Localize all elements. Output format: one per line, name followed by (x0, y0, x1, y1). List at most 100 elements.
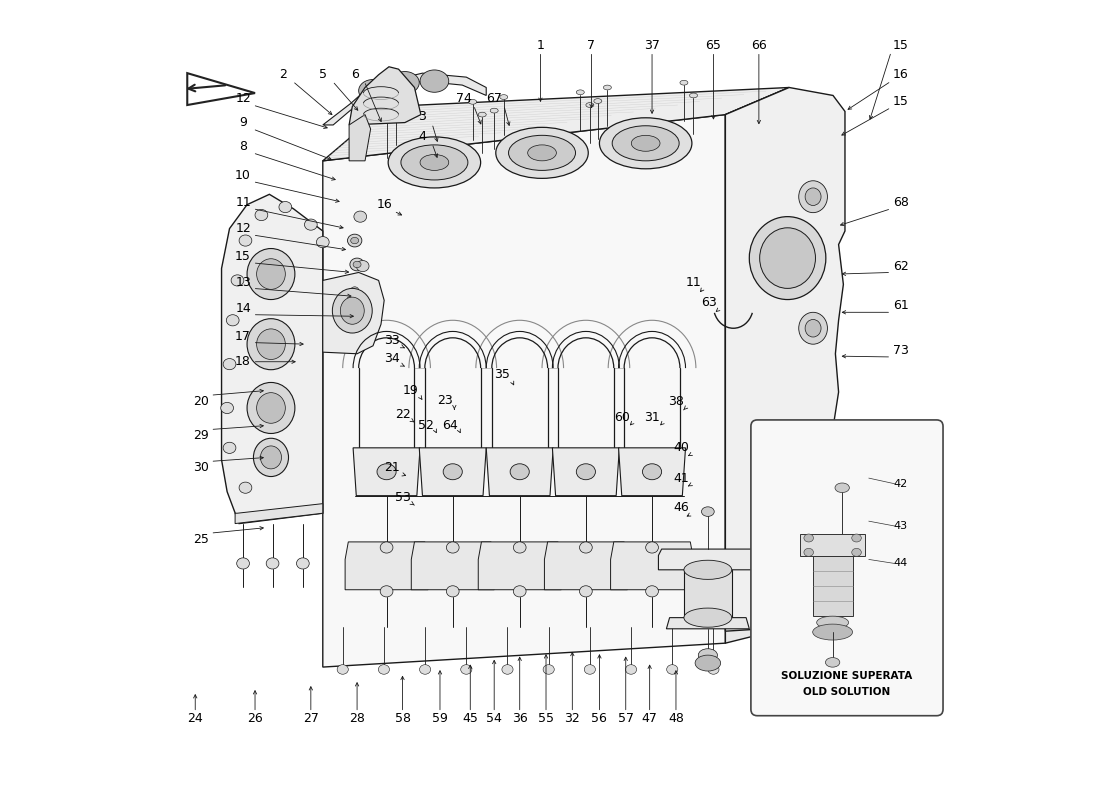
Text: 12: 12 (235, 222, 251, 235)
Ellipse shape (631, 135, 660, 151)
Ellipse shape (514, 542, 526, 553)
Text: 72: 72 (857, 419, 872, 432)
Polygon shape (322, 73, 486, 125)
Ellipse shape (332, 288, 372, 333)
Text: 48: 48 (668, 712, 684, 726)
Ellipse shape (381, 542, 393, 553)
Ellipse shape (350, 258, 364, 271)
Ellipse shape (502, 665, 513, 674)
Text: 54: 54 (486, 712, 502, 726)
Ellipse shape (491, 108, 498, 113)
Text: 64: 64 (442, 419, 459, 432)
Ellipse shape (248, 318, 295, 370)
Text: 36: 36 (512, 712, 528, 726)
Ellipse shape (799, 181, 827, 213)
Ellipse shape (266, 558, 279, 569)
Text: 34: 34 (384, 352, 400, 365)
Ellipse shape (223, 442, 235, 454)
Text: 68: 68 (893, 196, 909, 209)
Text: 29: 29 (192, 430, 209, 442)
Polygon shape (419, 448, 486, 496)
Ellipse shape (580, 542, 592, 553)
Text: 18: 18 (235, 355, 251, 368)
Polygon shape (353, 448, 420, 496)
Polygon shape (544, 542, 627, 590)
Text: 37: 37 (645, 38, 660, 52)
Ellipse shape (835, 483, 849, 493)
Ellipse shape (388, 137, 481, 188)
Text: 70: 70 (813, 419, 829, 432)
Polygon shape (618, 448, 685, 496)
Text: 67: 67 (486, 92, 502, 105)
Ellipse shape (221, 402, 233, 414)
Ellipse shape (760, 228, 815, 288)
Ellipse shape (702, 507, 714, 516)
Text: 38: 38 (668, 395, 684, 408)
Text: eurospares: eurospares (318, 486, 431, 505)
Text: 74: 74 (456, 92, 472, 105)
Text: 63: 63 (702, 296, 717, 310)
Text: 62: 62 (893, 259, 909, 273)
Text: SOLUZIONE SUPERATA: SOLUZIONE SUPERATA (781, 671, 913, 681)
Ellipse shape (805, 188, 821, 206)
Ellipse shape (804, 534, 814, 542)
Text: 6: 6 (351, 68, 359, 82)
Ellipse shape (231, 275, 244, 286)
Ellipse shape (351, 286, 359, 293)
Polygon shape (800, 534, 866, 556)
Text: 8: 8 (239, 140, 248, 153)
Polygon shape (813, 556, 852, 616)
Text: 15: 15 (893, 38, 909, 52)
Polygon shape (411, 542, 494, 590)
Polygon shape (345, 542, 428, 590)
Text: 10: 10 (235, 169, 251, 182)
Polygon shape (322, 273, 384, 354)
Text: 61: 61 (893, 299, 909, 313)
Ellipse shape (337, 665, 349, 674)
Ellipse shape (239, 235, 252, 246)
Text: 57: 57 (618, 712, 634, 726)
Ellipse shape (256, 258, 285, 290)
Ellipse shape (499, 94, 508, 99)
Text: 26: 26 (248, 712, 263, 726)
Ellipse shape (825, 658, 839, 667)
Ellipse shape (353, 310, 361, 317)
Ellipse shape (604, 85, 612, 90)
Text: 59: 59 (432, 712, 448, 726)
Ellipse shape (447, 542, 459, 553)
Text: 45: 45 (462, 712, 478, 726)
Ellipse shape (352, 305, 365, 316)
Polygon shape (349, 114, 371, 161)
Ellipse shape (378, 665, 389, 674)
Text: 42: 42 (788, 529, 803, 542)
Text: 39: 39 (788, 501, 803, 514)
Ellipse shape (851, 548, 861, 556)
Text: 4: 4 (418, 130, 427, 143)
Ellipse shape (667, 665, 678, 674)
Ellipse shape (351, 337, 363, 348)
Ellipse shape (695, 655, 721, 671)
Ellipse shape (381, 586, 393, 597)
Text: eurospares: eurospares (557, 311, 671, 330)
Ellipse shape (626, 665, 637, 674)
Text: 15: 15 (235, 250, 251, 263)
Text: 28: 28 (349, 712, 365, 726)
Text: 58: 58 (395, 712, 410, 726)
Ellipse shape (804, 548, 814, 556)
Polygon shape (322, 114, 725, 667)
Ellipse shape (297, 558, 309, 569)
Ellipse shape (447, 586, 459, 597)
Ellipse shape (359, 79, 387, 102)
Ellipse shape (496, 127, 588, 178)
Text: 71: 71 (835, 419, 851, 432)
Text: 17: 17 (235, 330, 251, 342)
Ellipse shape (642, 464, 661, 480)
Text: 14: 14 (235, 302, 251, 315)
Ellipse shape (576, 90, 584, 94)
Ellipse shape (419, 665, 431, 674)
Text: 2: 2 (279, 68, 287, 82)
Text: 12: 12 (235, 92, 251, 105)
Ellipse shape (305, 219, 317, 230)
Ellipse shape (646, 586, 659, 597)
Text: 49: 49 (788, 615, 803, 628)
